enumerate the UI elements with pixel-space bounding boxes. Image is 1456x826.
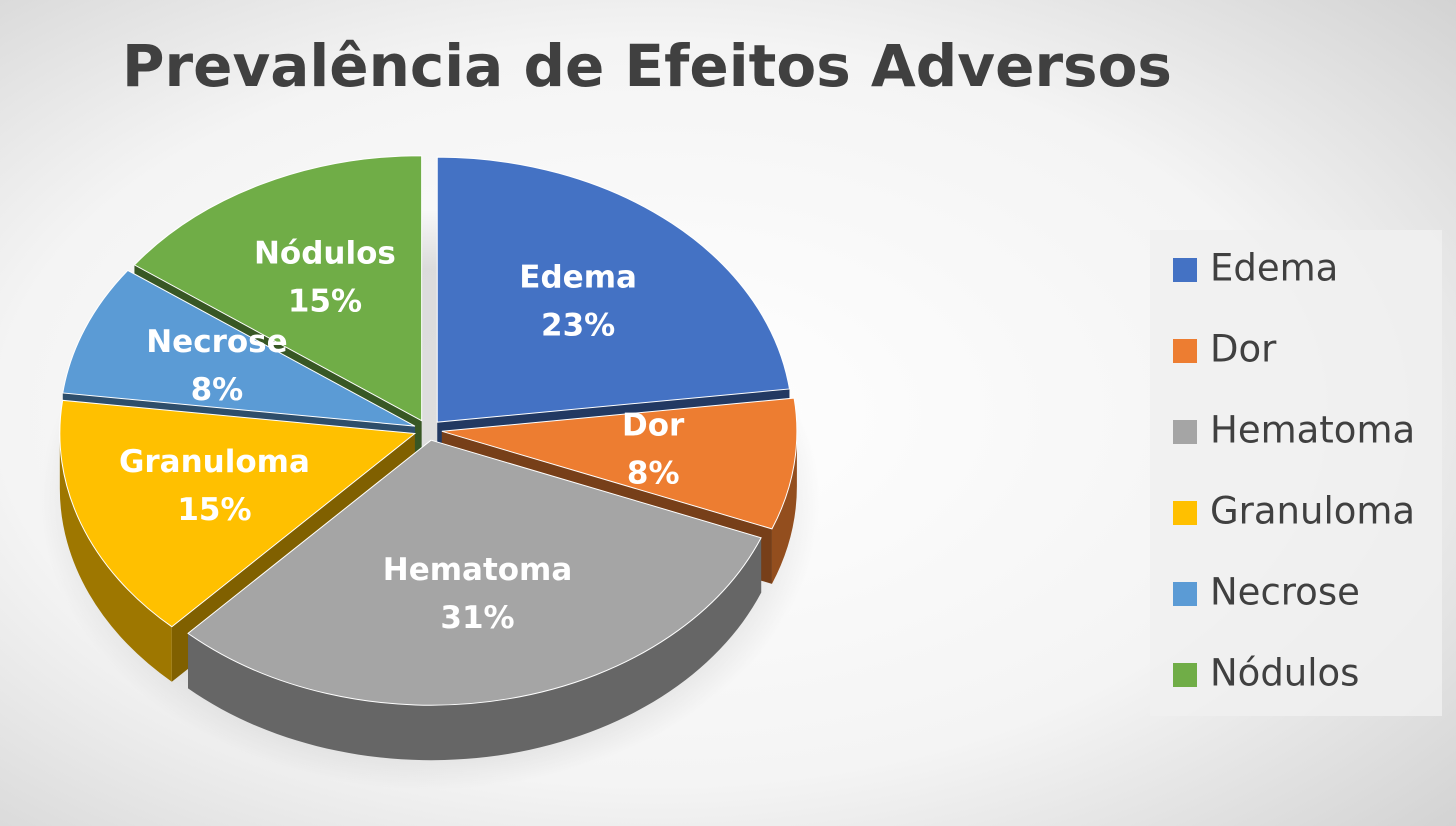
data-label-name: Hematoma [383,552,573,588]
legend-swatch [1173,663,1197,687]
chart-title: Prevalência de Efeitos Adversos [122,32,1172,100]
slice [62,269,416,427]
slice [133,155,423,422]
legend-swatch [1173,582,1197,606]
data-label-value: 8% [627,456,680,492]
slice [436,156,791,423]
data-label-name: Edema [519,259,637,295]
slice-side [771,431,797,584]
data-label-value: 23% [541,307,615,343]
legend-swatch [1173,420,1197,444]
legend-label: Nódulos [1210,652,1359,695]
data-label-value: 15% [288,284,362,320]
slice [59,399,417,628]
legend-label: Granuloma [1210,490,1415,533]
legend-label: Dor [1210,328,1277,371]
slice [187,439,762,706]
slice-side [188,537,762,761]
slice-side [59,433,172,682]
data-label-value: 8% [191,372,244,408]
data-label-name: Granuloma [119,444,310,480]
legend-swatch [1173,339,1197,363]
data-label-name: Dor [622,408,685,444]
legend-swatch [1173,258,1197,282]
slice [441,397,798,530]
data-label-value: 31% [440,600,514,636]
data-label-name: Necrose [146,324,287,360]
legend-label: Edema [1210,247,1338,290]
legend-swatch [1173,501,1197,525]
data-label-name: Nódulos [254,236,396,272]
legend-label: Necrose [1210,571,1360,614]
legend-box [1150,230,1442,716]
legend-label: Hematoma [1210,409,1415,452]
data-label-value: 15% [177,492,251,528]
